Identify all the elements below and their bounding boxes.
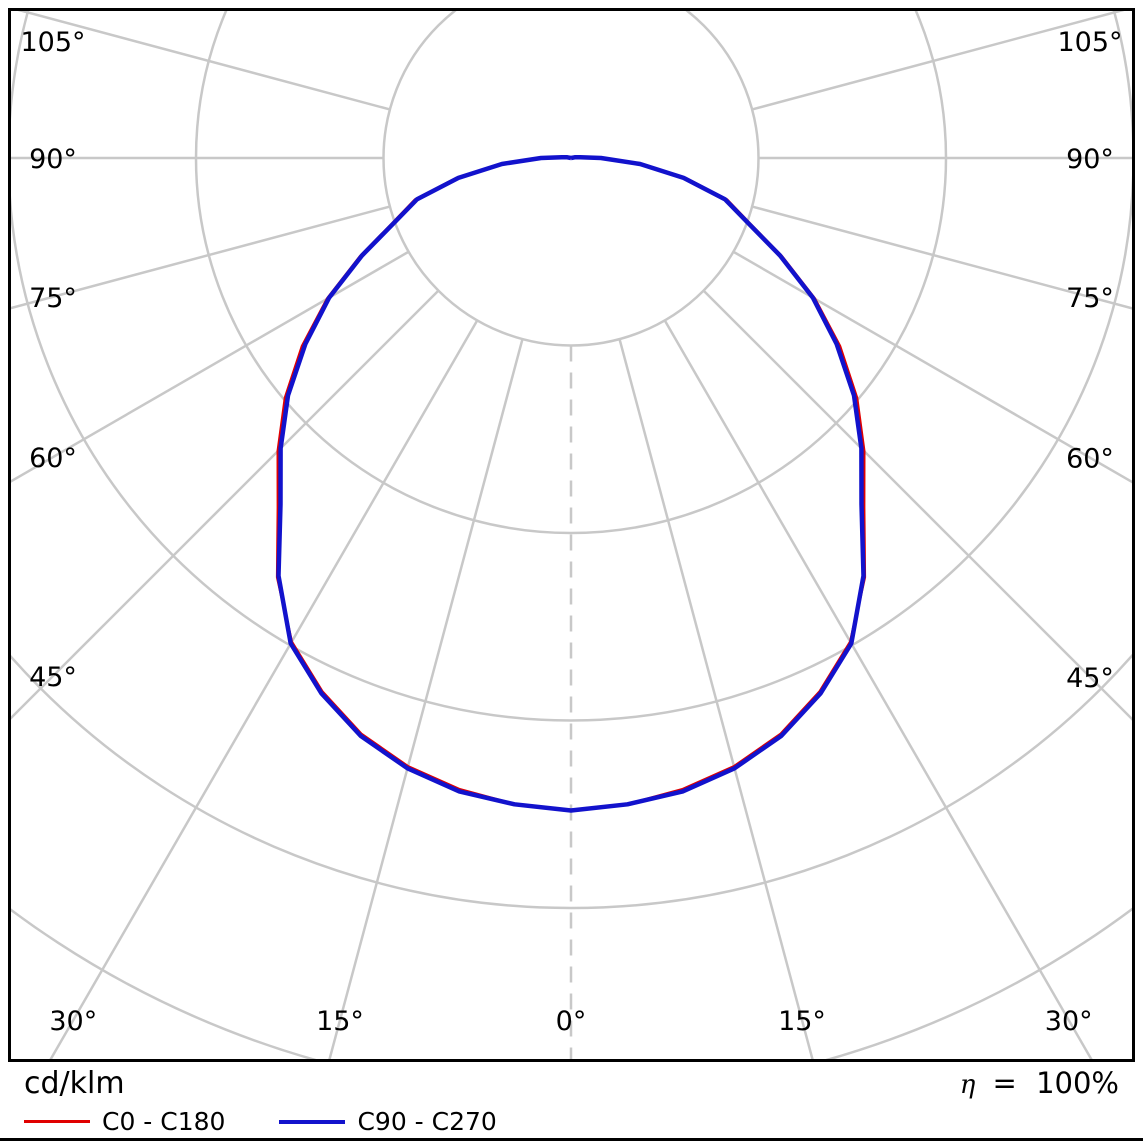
grid-spoke <box>732 250 1132 484</box>
grid-spoke <box>618 338 814 1059</box>
polar-plot-area: 0° 15° 15° 30° 30° 45° 45° 60° 60° 75° 75° 90° 90° 10… <box>8 8 1135 1062</box>
gamma-label: 60° <box>1066 444 1114 475</box>
eta-equals: = <box>992 1066 1017 1100</box>
gamma-label: 90° <box>1066 144 1114 175</box>
unit-label: cd/klm <box>24 1066 125 1101</box>
gamma-label: 15° <box>778 1006 826 1037</box>
gamma-label: 0° <box>556 1006 587 1037</box>
gamma-label: 15° <box>316 1006 364 1037</box>
eta-value: 100% <box>1036 1066 1119 1100</box>
legend-footer: cd/klm η = 100% C0 - C180 C90 - C270 <box>0 1062 1143 1141</box>
gamma-label: 30° <box>1045 1006 1093 1037</box>
grid-spoke <box>17 11 391 111</box>
grid-spoke <box>328 338 524 1059</box>
grid-spoke <box>11 289 440 720</box>
gamma-label: 105° <box>1057 27 1122 58</box>
gamma-axis-labels: 0° 15° 15° 30° 30° 45° 45° 60° 60° 75° 75° 90° 90° 10… <box>20 27 1122 1037</box>
grid-spoke <box>11 250 410 483</box>
gamma-label: 30° <box>49 1006 97 1037</box>
gamma-label: 45° <box>1066 663 1114 694</box>
c90-line-swatch <box>279 1119 346 1124</box>
gamma-label: 75° <box>29 283 77 314</box>
legend-item-c0: C0 - C180 <box>24 1107 225 1136</box>
grid-spoke <box>751 205 1132 310</box>
grid-spoke <box>702 289 1132 721</box>
eta-symbol: η <box>959 1070 976 1100</box>
legend-row: C0 - C180 C90 - C270 <box>0 1107 1143 1136</box>
grid-circle <box>11 11 1132 722</box>
c90-c270-curve <box>276 154 866 813</box>
legend-item-c90: C90 - C270 <box>279 1107 497 1136</box>
polar-intensity-diagram: 0° 15° 15° 30° 30° 45° 45° 60° 60° 75° 75° 90° 90° 10… <box>11 11 1132 1059</box>
gamma-label: 105° <box>20 27 85 58</box>
polar-grid <box>11 11 1132 1059</box>
grid-spoke <box>49 319 479 1059</box>
gamma-label: 90° <box>29 144 77 175</box>
gamma-label: 75° <box>1066 283 1114 314</box>
grid-circle <box>382 11 760 347</box>
c0-line-swatch <box>24 1120 90 1123</box>
grid-spoke <box>11 205 391 310</box>
footer-top-row: cd/klm η = 100% <box>0 1062 1143 1101</box>
gamma-label: 45° <box>29 662 77 693</box>
efficiency-label: η = 100% <box>960 1066 1119 1100</box>
grid-spoke <box>751 11 1125 111</box>
grid-spoke <box>663 319 1093 1059</box>
gamma-label: 60° <box>29 443 77 474</box>
legend-label-c90: C90 - C270 <box>357 1107 497 1136</box>
legend-label-c0: C0 - C180 <box>102 1107 226 1136</box>
grid-circle <box>11 653 1132 910</box>
